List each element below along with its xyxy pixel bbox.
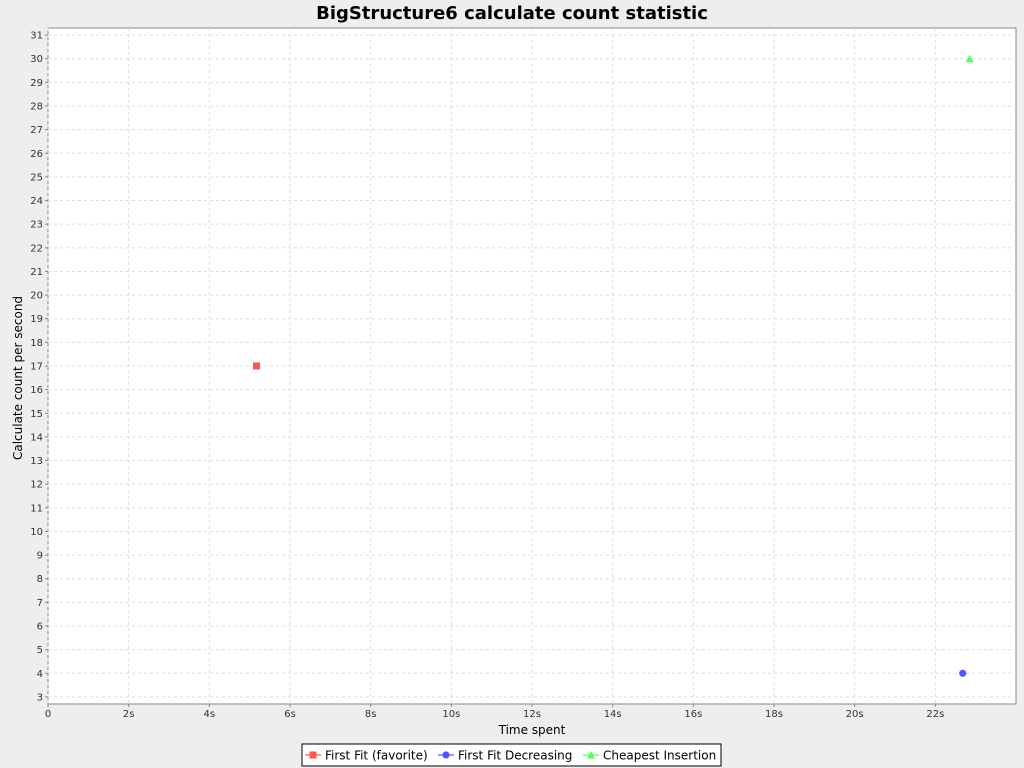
y-tick-label: 20 <box>30 291 43 302</box>
legend-marker <box>442 751 450 759</box>
legend-marker <box>587 751 595 759</box>
legend-entry: First Fit (favorite) <box>325 749 428 763</box>
y-tick-label: 23 <box>30 220 43 231</box>
data-point <box>253 362 261 370</box>
x-axis-label: Time spent <box>498 723 566 737</box>
x-tick-label: 18s <box>765 709 783 720</box>
y-tick-label: 11 <box>30 503 43 514</box>
y-tick-label: 7 <box>37 598 43 609</box>
y-tick-label: 19 <box>30 314 43 325</box>
legend-box <box>301 743 722 767</box>
y-tick-label: 3 <box>37 692 43 703</box>
x-axis: 0 2s 4s 6s 8s 10s 12s 14s 16s 18s 20s 22s <box>45 704 944 720</box>
legend: First Fit (favorite) First Fit Decreasing… <box>301 743 722 767</box>
y-tick-label: 15 <box>30 409 43 420</box>
y-tick-label: 14 <box>30 432 43 443</box>
chart-title: BigStructure6 calculate count statistic <box>316 3 708 24</box>
x-tick-label: 12s <box>523 709 541 720</box>
y-tick-label: 27 <box>30 125 43 136</box>
x-tick-label: 10s <box>442 709 460 720</box>
x-tick-label: 22s <box>926 709 944 720</box>
legend-entry: First Fit Decreasing <box>458 749 572 763</box>
y-tick-label: 21 <box>30 267 43 278</box>
x-tick-label: 4s <box>204 709 216 720</box>
y-tick-label: 24 <box>30 196 43 207</box>
y-tick-label: 6 <box>37 622 43 633</box>
legend-entry: Cheapest Insertion <box>603 749 716 763</box>
grid <box>47 28 1016 704</box>
x-tick-label: 14s <box>604 709 622 720</box>
y-tick-label: 30 <box>30 54 43 65</box>
y-tick-label: 4 <box>37 669 43 680</box>
y-tick-label: 5 <box>37 645 43 656</box>
y-tick-label: 8 <box>37 574 43 585</box>
x-tick-label: 16s <box>684 709 702 720</box>
x-tick-label: 0 <box>45 709 51 720</box>
y-tick-label: 17 <box>30 362 43 373</box>
x-tick-label: 6s <box>284 709 296 720</box>
y-tick-label: 31 <box>30 31 43 42</box>
y-tick-label: 26 <box>30 149 43 160</box>
x-tick-label: 2s <box>123 709 135 720</box>
y-axis: 3 4 5 6 7 8 9 10 11 12 13 14 15 16 17 18 19 20 21 22 23 24 25 2… <box>30 31 48 703</box>
data-point <box>965 54 974 63</box>
x-tick-label: 20s <box>846 709 864 720</box>
y-tick-label: 25 <box>30 172 43 183</box>
y-tick-label: 16 <box>30 385 43 396</box>
y-tick-label: 22 <box>30 243 43 254</box>
y-tick-label: 13 <box>30 456 43 467</box>
data-points <box>253 54 974 677</box>
x-tick-label: 8s <box>365 709 377 720</box>
y-tick-label: 18 <box>30 338 43 349</box>
y-tick-label: 29 <box>30 78 43 89</box>
data-point <box>959 669 967 677</box>
y-tick-label: 28 <box>30 102 43 113</box>
y-tick-label: 12 <box>30 480 43 491</box>
y-tick-label: 10 <box>30 527 43 538</box>
y-tick-label: 9 <box>37 551 43 562</box>
y-axis-label: Calculate count per second <box>11 296 25 460</box>
legend-marker <box>309 751 317 759</box>
